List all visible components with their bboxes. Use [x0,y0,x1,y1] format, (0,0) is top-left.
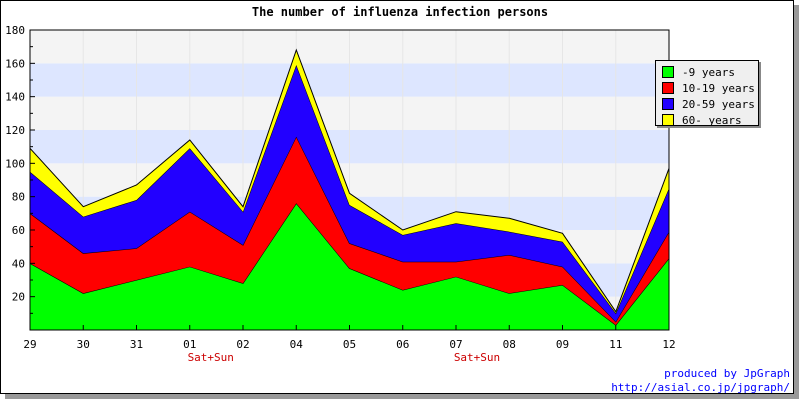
y-tick-label: 160 [5,57,25,70]
x-tick-label: 09 [556,338,569,351]
x-tick-label: 07 [449,338,462,351]
x-tick-label: 05 [343,338,356,351]
x-tick-label: 01 [183,338,196,351]
series-area [30,136,669,325]
y-tick-label: 140 [5,91,25,104]
y-tick-label: 80 [12,191,25,204]
x-day-label: Sat+Sun [454,351,500,364]
x-tick-label: 02 [236,338,249,351]
x-tick-label: 12 [662,338,675,351]
legend-swatch [662,82,674,94]
y-tick-label: 60 [12,224,25,237]
credit-text: produced by JpGraph [664,367,790,380]
legend-item: 60- years [662,112,758,128]
series-line [29,48,670,313]
legend-item: -9 years [662,64,758,80]
credit: produced by JpGraph http://asial.co.jp/j… [611,367,790,395]
legend-label: -9 years [682,65,735,79]
legend-swatch [662,98,674,110]
credit-link[interactable]: http://asial.co.jp/jpgraph/ [611,381,790,394]
x-day-label: Sat+Sun [188,351,234,364]
y-tick-label: 20 [12,291,25,304]
x-tick-label: 08 [503,338,516,351]
x-tick-label: 30 [77,338,90,351]
x-tick-label: 29 [23,338,36,351]
legend-label: 10-19 years [682,81,755,95]
y-tick-label: 120 [5,124,25,137]
series-area [30,203,669,330]
y-tick-label: 180 [5,24,25,37]
chart-title: The number of influenza infection person… [251,5,549,19]
y-tick-label: 100 [5,157,25,170]
x-tick-label: 11 [609,338,622,351]
y-tick-label: 40 [12,257,25,270]
legend-item: 20-59 years [662,96,758,112]
x-tick-label: 06 [396,338,409,351]
x-tick-label: 31 [130,338,143,351]
series-area [30,65,669,322]
legend-label: 60- years [682,113,742,127]
legend-label: 20-59 years [682,97,755,111]
legend-swatch [662,66,674,78]
x-tick-label: 04 [290,338,304,351]
legend-swatch [662,114,674,126]
chart-legend: -9 years 10-19 years 20-59 years 60- yea… [655,60,759,128]
legend-item: 10-19 years [662,80,758,96]
